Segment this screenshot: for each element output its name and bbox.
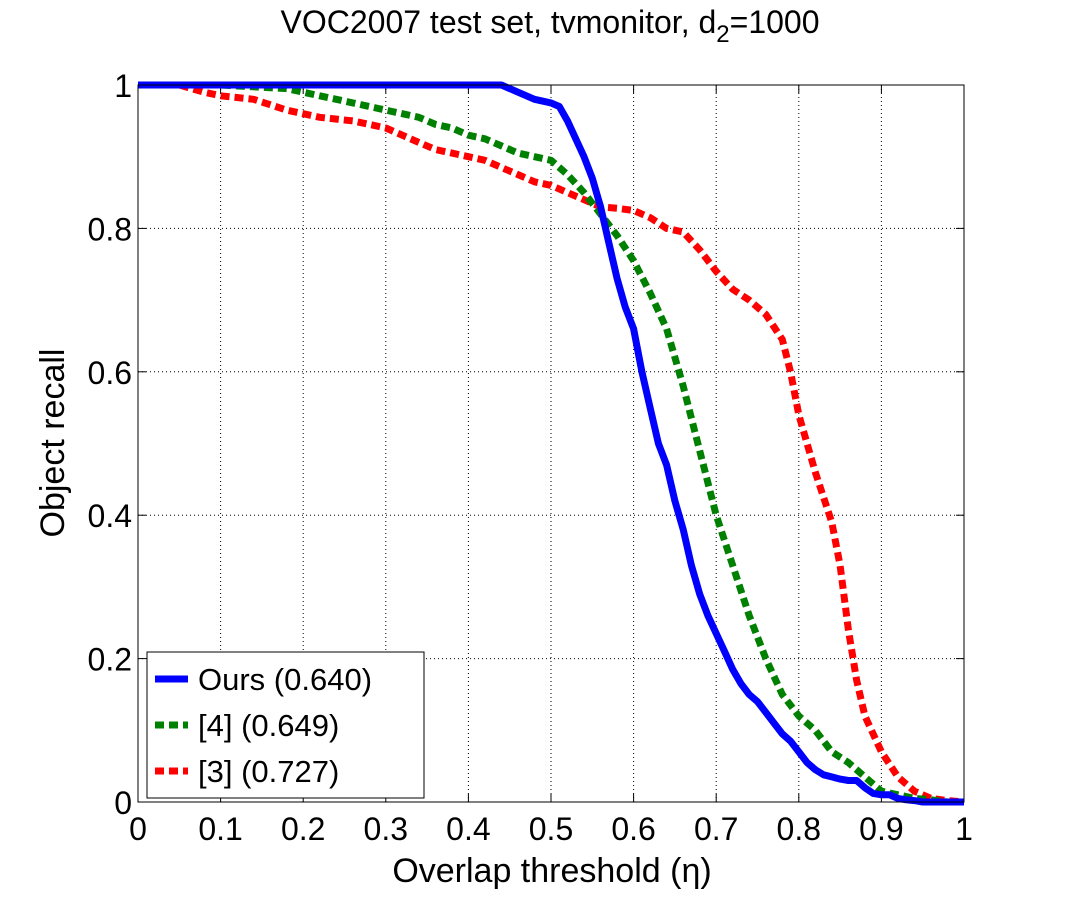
legend-box — [146, 651, 425, 799]
y-tick-label: 0.2 — [88, 642, 132, 678]
x-tick-label: 0.7 — [694, 811, 738, 847]
y-tick-label: 0.8 — [88, 211, 132, 247]
x-tick-label: 0.1 — [198, 811, 242, 847]
y-tick-labels: 0 0.2 0.4 0.6 0.8 1 — [88, 68, 132, 821]
chart-title: VOC2007 test set, tvmonitor, d2=1000 — [281, 4, 820, 48]
x-tick-label: 0.4 — [446, 811, 490, 847]
plot-frame — [137, 84, 965, 803]
series-line-2 — [138, 81, 965, 806]
y-axis-label: Object recall — [34, 349, 72, 538]
x-tick-label: 0 — [129, 811, 147, 847]
x-tick-label: 0.6 — [611, 811, 655, 847]
x-axis-label: Overlap threshold (η) — [392, 852, 711, 890]
x-tick-label: 0.9 — [859, 811, 903, 847]
x-tick-label: 0.3 — [364, 811, 408, 847]
y-tick-label: 1 — [114, 68, 132, 104]
legend-label-3: [3] (0.727) — [198, 754, 339, 789]
series-line-1 — [138, 81, 964, 806]
legend-label-4: [4] (0.649) — [198, 708, 339, 743]
legend-label-ours: Ours (0.640) — [198, 662, 372, 697]
y-tick-label: 0.6 — [88, 355, 132, 391]
x-tick-label: 0.5 — [529, 811, 573, 847]
x-tick-label: 0.2 — [281, 811, 325, 847]
legend: Ours (0.640) [4] (0.649) [3] (0.727) — [146, 651, 425, 799]
series-line-0 — [138, 81, 964, 806]
x-tick-labels: 0 0.1 0.2 0.3 0.4 0.5 0.6 0.7 0.8 0.9 1 — [129, 811, 973, 847]
y-tick-label: 0.4 — [88, 498, 132, 534]
series-lines — [138, 81, 965, 806]
x-tick-label: 1 — [955, 811, 973, 847]
y-tick-label: 0 — [114, 785, 132, 821]
x-tick-label: 0.8 — [777, 811, 821, 847]
